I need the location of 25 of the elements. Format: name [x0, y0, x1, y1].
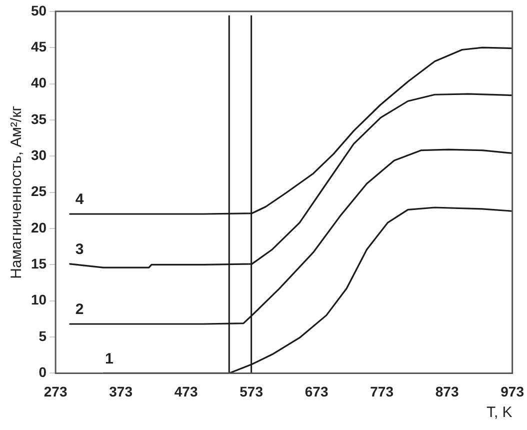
x-tick-label: 973 [500, 383, 524, 400]
x-tick-label: 473 [174, 383, 198, 400]
y-tick-label: 45 [30, 38, 47, 54]
y-tick-label: 50 [30, 2, 47, 18]
y-tick-label: 15 [30, 256, 47, 272]
y-tick-label: 0 [38, 364, 47, 380]
x-tick-label: 673 [304, 383, 328, 400]
y-tick-label: 5 [38, 328, 47, 344]
series-label: 2 [75, 301, 84, 318]
x-tick-label: 573 [240, 383, 264, 400]
y-tick-label: 25 [30, 183, 47, 200]
x-tick-label: 373 [109, 383, 133, 400]
y-tick-label: 10 [30, 292, 47, 308]
y-tick-label: 35 [30, 110, 47, 127]
y-tick-label: 40 [30, 74, 47, 91]
x-tick-label: 773 [370, 383, 394, 400]
series-label: 1 [105, 350, 114, 368]
y-tick-label: 30 [30, 146, 47, 163]
x-tick-label: 873 [435, 383, 459, 400]
series-label: 3 [75, 241, 84, 258]
y-axis-title: Намагниченность, Ам²/кг [8, 105, 26, 279]
y-tick-label: 20 [30, 219, 47, 236]
series-label: 4 [75, 191, 84, 208]
x-axis-title: T, K [486, 404, 512, 422]
x-tick-label: 273 [44, 383, 68, 400]
